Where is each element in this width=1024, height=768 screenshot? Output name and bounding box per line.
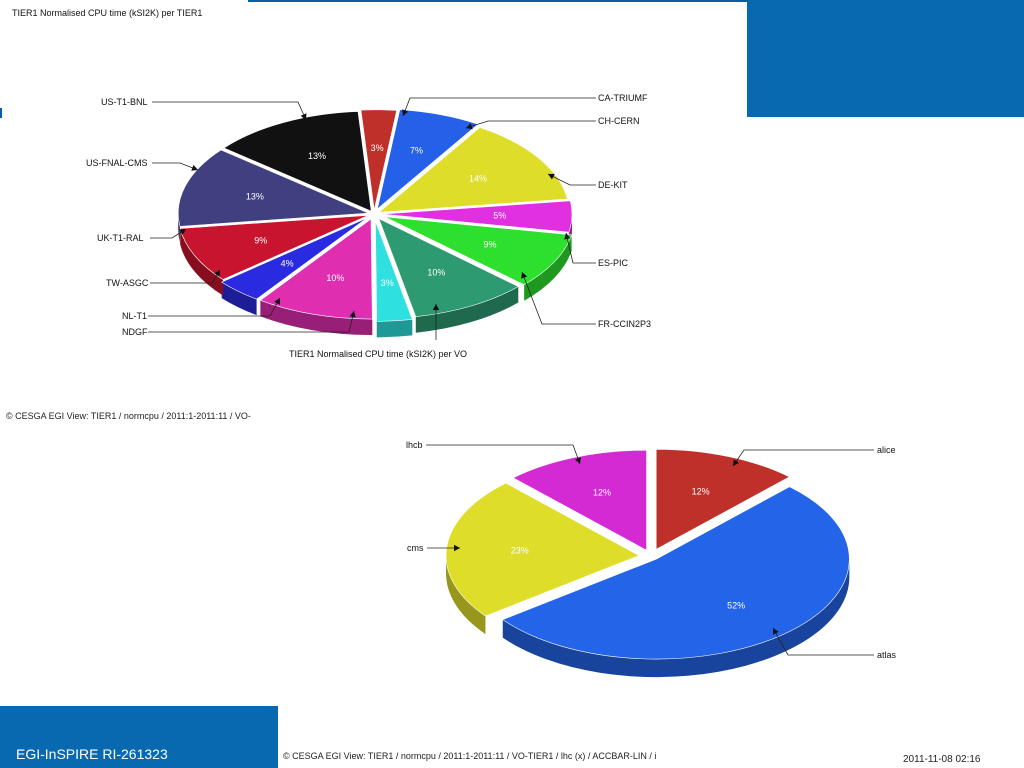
chart1-arrowhead-tw-asgc [214, 270, 220, 277]
chart1-pie: 3% 7% 14% 5% 9% 10% 3% 10% 4% 9% 13% 13% CA-TRIUMF CH… [86, 93, 651, 340]
chart1-pct-label-us-t1-bnl: 13% [308, 151, 326, 161]
chart2-pct-label-atlas: 52% [727, 600, 745, 610]
chart1-label-nl-t1: NL-T1 [122, 311, 147, 321]
chart2-arrowhead-alice [733, 459, 740, 466]
chart1-label-us-fnal-cms: US-FNAL-CMS [86, 158, 148, 168]
chart1-label-fr-ccin2p3: FR-CCIN2P3 [598, 319, 651, 329]
chart2-slice-alice [655, 448, 791, 550]
chart1-pct-label-nl-t1: 10% [326, 273, 344, 283]
chart2-leader-alice [732, 449, 874, 467]
chart1-subtitle: TIER1 Normalised CPU time (kSI2K) per VO [289, 349, 467, 359]
chart2-pie: 12% 52% 23% 12% alice atlas cms lhcb [406, 440, 897, 678]
chart1-leader-us-t1-bnl [152, 101, 307, 121]
chart1-label-es-pic: ES-PIC [598, 258, 629, 268]
chart2-arrowhead-lhcb [574, 457, 581, 464]
chart1-leader-ca-triumf [402, 97, 596, 117]
chart2-slice-atlas [502, 486, 850, 660]
chart1-arrowhead-uk-t1-ral [179, 229, 186, 235]
chart1-arrowhead-es-pic [564, 233, 571, 240]
chart1-slice-side-nl-t1 [260, 300, 373, 336]
chart1-slice-es-pic [381, 200, 573, 233]
chart1-pct-label-ndgf: 3% [381, 278, 394, 288]
chart2-arrowhead-atlas [773, 628, 779, 635]
chart2-slice-side-atlas [502, 559, 850, 678]
chart1-arrowhead-ch-cern [466, 123, 473, 130]
chart1-slice-side-slice-5 [415, 286, 519, 333]
chart1-pct-label-uk-t1-ral: 9% [254, 235, 267, 245]
chart1-slice-tw-asgc [221, 217, 368, 300]
chart1-title: TIER1 Normalised CPU time (kSI2K) per TI… [12, 8, 203, 18]
chart2-label-alice: alice [877, 445, 896, 455]
chart1-label-ndgf: NDGF [122, 327, 148, 337]
chart1-arrowhead-nl-t1 [274, 298, 280, 305]
credit-bottom: © CESGA EGI View: TIER1 / normcpu / 2011… [283, 751, 657, 761]
chart1-arrowhead-us-fnal-cms [191, 164, 198, 171]
header-band [248, 0, 747, 2]
chart1-pct-label-slice-5: 10% [427, 268, 445, 278]
chart1-slice-us-fnal-cms [177, 149, 369, 227]
timestamp: 2011-11-08 02:16 [903, 754, 981, 765]
chart2-slice-lhcb [512, 449, 647, 551]
chart1-leader-us-fnal-cms [152, 162, 199, 171]
chart1-pct-label-fr-ccin2p3: 9% [484, 240, 497, 250]
chart2-leader-lhcb [426, 444, 581, 465]
chart2-arrowhead-cms [454, 544, 460, 552]
chart1-slice-ndgf [375, 221, 413, 322]
chart1-label-ca-triumf: CA-TRIUMF [598, 93, 648, 103]
chart2-slice-side-cms [446, 555, 486, 635]
chart1-label-uk-t1-ral: UK-T1-RAL [97, 233, 144, 243]
chart1-slice-de-kit [378, 127, 568, 213]
chart2-pct-label-lhcb: 12% [593, 488, 611, 498]
chart1-pct-label-es-pic: 5% [493, 211, 506, 221]
chart1-slice-slice-5 [378, 217, 519, 318]
chart1-slice-us-t1-bnl [223, 111, 372, 212]
chart2-pct-label-alice: 12% [692, 487, 710, 497]
chart2-label-cms: cms [407, 543, 424, 553]
chart1-leader-ch-cern [465, 120, 596, 129]
chart2-label-atlas: atlas [877, 650, 897, 660]
chart1-slice-ca-triumf [360, 109, 398, 210]
corner-blue-block [747, 0, 1024, 117]
chart1-label-de-kit: DE-KIT [598, 180, 628, 190]
footer-label: EGI-InSPIRE RI-261323 [16, 746, 168, 762]
chart1-leader-de-kit [547, 173, 596, 186]
chart1-pct-label-us-fnal-cms: 13% [246, 191, 264, 201]
chart1-arrowhead-de-kit [548, 173, 555, 180]
chart1-arrowhead-fr-ccin2p3 [521, 272, 528, 279]
chart1-arrowhead-ca-triumf [402, 109, 409, 116]
chart1-slice-side-fr-ccin2p3 [524, 234, 572, 301]
chart1-leader-fr-ccin2p3 [521, 271, 596, 325]
chart1-pct-label-de-kit: 14% [469, 174, 487, 184]
chart1-label-us-t1-bnl: US-T1-BNL [101, 97, 148, 107]
chart2-pct-label-cms: 23% [511, 546, 529, 556]
chart1-leader-es-pic [565, 232, 596, 264]
chart2-leader-atlas [772, 627, 874, 656]
chart2-label-lhcb: lhcb [406, 440, 423, 450]
left-accent [0, 108, 2, 118]
chart1-leader-nl-t1 [148, 297, 281, 317]
chart2-slice-cms [445, 482, 640, 617]
chart1-pct-label-ca-triumf: 3% [371, 143, 384, 153]
chart1-label-tw-asgc: TW-ASGC [106, 278, 149, 288]
chart1-pct-label-tw-asgc: 4% [281, 258, 294, 268]
chart1-label-ch-cern: CH-CERN [598, 116, 640, 126]
chart1-slice-side-tw-asgc [221, 282, 257, 316]
chart1-slice-side-ndgf [376, 319, 413, 338]
chart1-arrowhead-ndgf [349, 311, 356, 318]
chart1-slice-nl-t1 [259, 218, 373, 320]
chart1-slice-side-uk-t1-ral [180, 228, 223, 296]
chart1-arrowhead-slice-5 [432, 304, 440, 310]
chart1-pct-label-ch-cern: 7% [410, 146, 423, 156]
credit-top: © CESGA EGI View: TIER1 / normcpu / 2011… [6, 411, 251, 421]
chart1-arrowhead-us-t1-bnl [300, 113, 307, 120]
chart1-leader-ndgf [148, 310, 355, 333]
footer-block [0, 706, 278, 768]
